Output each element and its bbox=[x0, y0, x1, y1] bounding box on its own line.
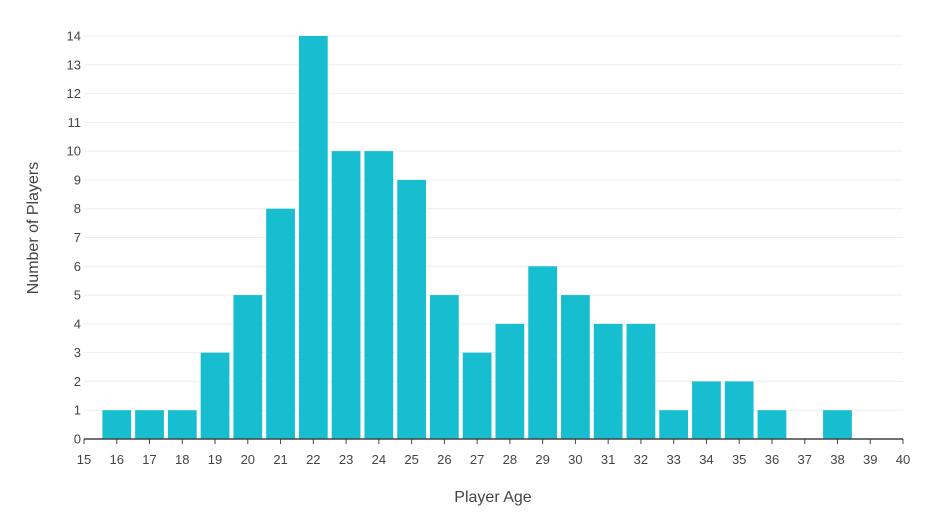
x-tick-label: 33 bbox=[666, 452, 680, 467]
x-tick-label: 19 bbox=[208, 452, 222, 467]
bar-age-34 bbox=[692, 381, 721, 439]
x-tick-label: 35 bbox=[732, 452, 746, 467]
x-tick-label: 30 bbox=[568, 452, 582, 467]
x-tick-label: 17 bbox=[142, 452, 156, 467]
x-tick-label: 15 bbox=[77, 452, 91, 467]
bar-age-36 bbox=[757, 410, 787, 439]
x-tick-label: 31 bbox=[601, 452, 615, 467]
bar-age-22 bbox=[298, 36, 328, 439]
y-tick-label: 9 bbox=[74, 172, 81, 187]
y-tick-label: 7 bbox=[74, 230, 81, 245]
bar-age-28 bbox=[495, 323, 525, 439]
x-axis-title: Player Age bbox=[454, 489, 531, 506]
x-tick-label: 22 bbox=[306, 452, 320, 467]
x-tick-label: 29 bbox=[535, 452, 549, 467]
y-tick-label: 2 bbox=[74, 374, 81, 389]
y-tick-label: 6 bbox=[74, 259, 81, 274]
bar-age-18 bbox=[167, 410, 197, 439]
x-tick-label: 20 bbox=[241, 452, 255, 467]
bar-age-16 bbox=[102, 410, 132, 439]
gridlines bbox=[84, 35, 903, 411]
bar-age-35 bbox=[724, 381, 754, 439]
bar-age-23 bbox=[331, 151, 361, 439]
x-tick-label: 32 bbox=[634, 452, 648, 467]
bar-age-38 bbox=[823, 410, 852, 439]
y-tick-label: 11 bbox=[68, 115, 82, 130]
x-tick-label: 27 bbox=[470, 452, 484, 467]
bar-age-19 bbox=[200, 352, 230, 439]
y-tick-label: 5 bbox=[74, 288, 81, 303]
y-tick-label: 8 bbox=[74, 201, 81, 216]
bar-age-21 bbox=[266, 208, 295, 439]
x-tick-label: 40 bbox=[896, 452, 910, 467]
bar-age-17 bbox=[135, 410, 164, 439]
x-tick-label: 38 bbox=[830, 452, 844, 467]
y-tick-label: 3 bbox=[74, 345, 81, 360]
x-tick-label: 34 bbox=[699, 452, 713, 467]
y-tick-label: 10 bbox=[67, 144, 81, 159]
bar-age-29 bbox=[528, 266, 558, 439]
y-tick-label: 4 bbox=[74, 316, 81, 331]
bar-age-20 bbox=[233, 295, 263, 439]
y-tick-label: 13 bbox=[67, 57, 81, 72]
x-tick-label: 39 bbox=[863, 452, 877, 467]
x-tick-label: 23 bbox=[339, 452, 353, 467]
bar-age-31 bbox=[593, 323, 623, 439]
bar-age-30 bbox=[561, 295, 590, 439]
bar-age-33 bbox=[659, 410, 689, 439]
x-tick-label: 36 bbox=[765, 452, 779, 467]
y-tick-label: 0 bbox=[74, 432, 81, 447]
y-tick-label: 1 bbox=[74, 403, 81, 418]
x-tick-label: 24 bbox=[372, 452, 386, 467]
x-tick-label: 16 bbox=[110, 452, 124, 467]
bar-age-32 bbox=[626, 323, 656, 439]
bar-age-26 bbox=[429, 295, 459, 439]
x-tick-label: 37 bbox=[797, 452, 811, 467]
bar-age-27 bbox=[462, 352, 492, 439]
y-axis-title: Number of Players bbox=[25, 162, 42, 295]
x-tick-label: 25 bbox=[404, 452, 418, 467]
x-tick-label: 21 bbox=[273, 452, 287, 467]
bar-age-24 bbox=[364, 151, 394, 439]
x-tick-label: 26 bbox=[437, 452, 451, 467]
y-tick-label: 14 bbox=[67, 29, 81, 44]
bar-age-25 bbox=[397, 179, 426, 439]
x-tick-label: 28 bbox=[503, 452, 517, 467]
x-tick-label: 18 bbox=[175, 452, 189, 467]
y-tick-label: 12 bbox=[67, 86, 81, 101]
bars bbox=[102, 36, 852, 439]
